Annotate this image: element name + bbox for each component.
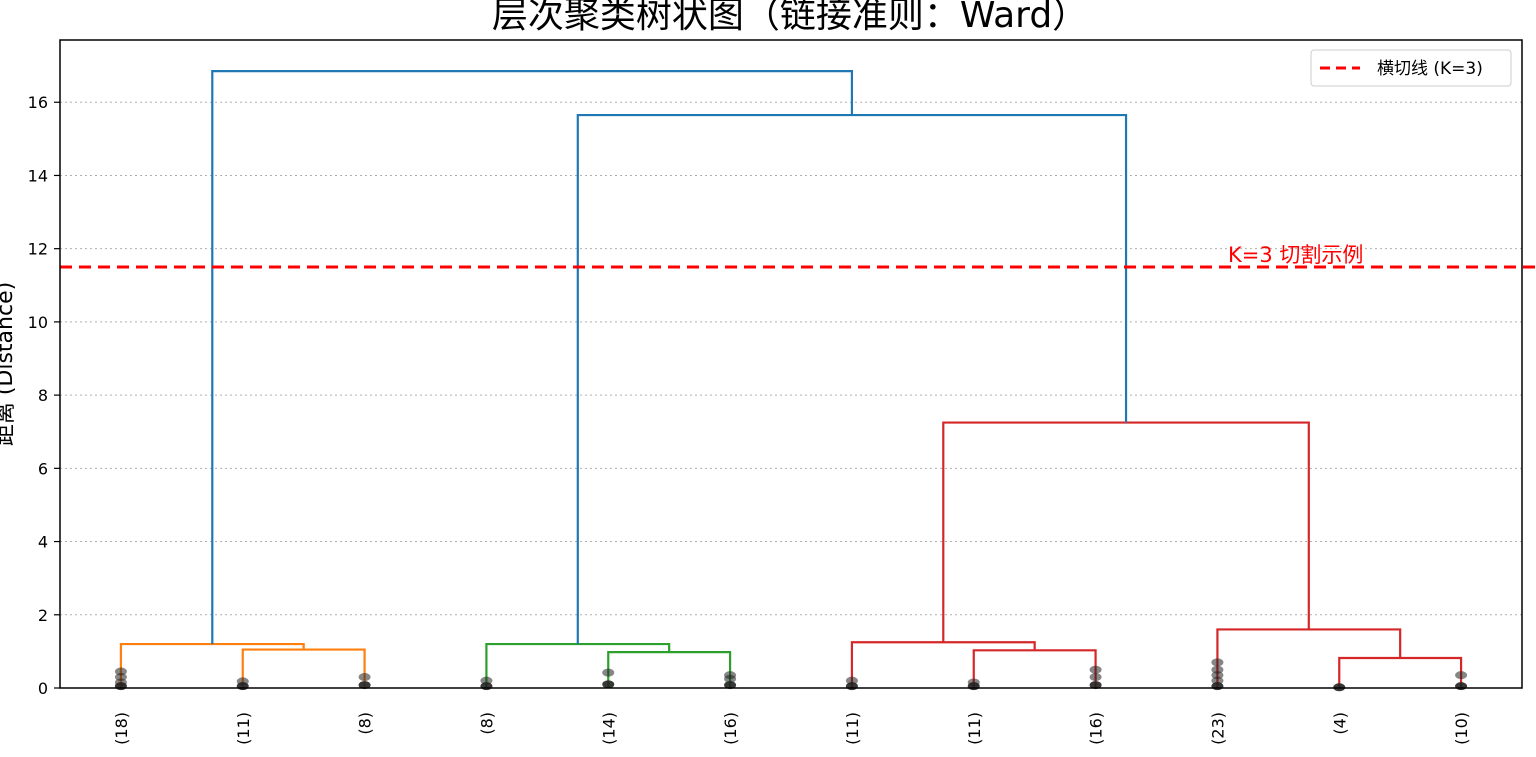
dendrogram-link-10	[211, 70, 854, 645]
leaf-dot-0-1	[114, 678, 127, 687]
leaf-dot-0-3	[114, 667, 127, 676]
x-tick-label-4: (14)	[599, 712, 618, 745]
leaf-dot-0-2	[114, 673, 127, 682]
x-tick-label-10: (4)	[1330, 712, 1349, 735]
leaf-dot-4-1	[602, 668, 615, 677]
leaf-dot-9-4	[1211, 658, 1224, 667]
dendrogram-link-4	[972, 649, 1097, 688]
x-tick-label-2: (8)	[356, 712, 375, 735]
y-tick-label-16: 16	[28, 93, 48, 112]
y-axis-label: 距离 (Distance)	[0, 282, 18, 446]
x-tick-label-6: (11)	[843, 712, 862, 745]
dendrogram-link-3	[485, 642, 671, 688]
cut-line-annotation: K=3 切割示例	[1228, 243, 1363, 267]
y-tick-label-0: 0	[38, 679, 48, 698]
x-tick-label-7: (11)	[965, 712, 984, 745]
x-tick-label-0: (18)	[112, 712, 131, 745]
x-tick-label-3: (8)	[477, 712, 496, 735]
leaf-dot-5-0	[724, 681, 737, 690]
legend-box	[1310, 49, 1512, 87]
y-tick-label-2: 2	[38, 606, 48, 625]
dendrogram-link-5	[850, 641, 1036, 688]
leaf-dot-9-2	[1211, 671, 1224, 680]
legend-entry-cut-line: 横切线 (K=3)	[1377, 59, 1483, 79]
dendrogram-link-2	[607, 651, 732, 688]
y-tick-label-8: 8	[38, 386, 48, 405]
cut-line-group: K=3 切割示例	[60, 243, 1536, 269]
leaf-dot-5-2	[724, 671, 737, 680]
y-tick-label-14: 14	[28, 166, 48, 185]
leaf-dot-11-1	[1455, 671, 1468, 680]
legend: 横切线 (K=3)	[1310, 49, 1512, 87]
leaf-dot-8-1	[1089, 673, 1102, 682]
x-tick-label-1: (11)	[234, 712, 253, 745]
leaf-dot-4-0	[602, 680, 615, 689]
x-tick-label-5: (16)	[721, 712, 740, 745]
leaf-dots	[114, 658, 1468, 692]
leaf-dot-6-1	[845, 676, 858, 685]
leaf-dot-8-0	[1089, 681, 1102, 690]
leaf-dot-9-1	[1211, 676, 1224, 685]
dendrogram-links	[119, 70, 1463, 688]
y-tick-label-12: 12	[28, 240, 48, 259]
leaf-dot-1-1	[236, 677, 249, 686]
y-tick-label-6: 6	[38, 459, 48, 478]
dendrogram-link-9	[576, 113, 1128, 645]
leaf-dot-3-1	[480, 676, 493, 685]
plot-frame	[59, 39, 1523, 689]
x-axis-ticks: (18) (11) (8) (8) (14) (16) (11) (11) (16) (23) (4…	[112, 712, 1471, 745]
leaf-dot-9-3	[1211, 665, 1224, 674]
leaf-dot-2-1	[358, 673, 371, 682]
x-tick-label-8: (16)	[1087, 712, 1106, 745]
dendrogram-link-8	[942, 421, 1310, 643]
leaf-dot-2-0	[358, 681, 371, 690]
dendrogram-link-1	[119, 642, 305, 688]
x-tick-label-11: (10)	[1452, 712, 1471, 745]
y-axis-ticks: 0 2 4 6 8 10 12 14 16	[28, 93, 60, 698]
chart-title: 层次聚类树状图（链接准则：Ward）	[492, 0, 1088, 36]
dendrogram-link-6	[1338, 656, 1463, 688]
x-tick-label-9: (23)	[1208, 712, 1227, 745]
leaf-dot-11-0	[1455, 682, 1468, 691]
y-tick-label-4: 4	[38, 533, 48, 552]
dendrogram-link-0	[241, 648, 366, 688]
y-tick-label-10: 10	[28, 313, 48, 332]
leaf-dot-8-2	[1089, 665, 1102, 674]
grid-lines	[60, 101, 1522, 616]
leaf-dot-7-1	[967, 678, 980, 687]
